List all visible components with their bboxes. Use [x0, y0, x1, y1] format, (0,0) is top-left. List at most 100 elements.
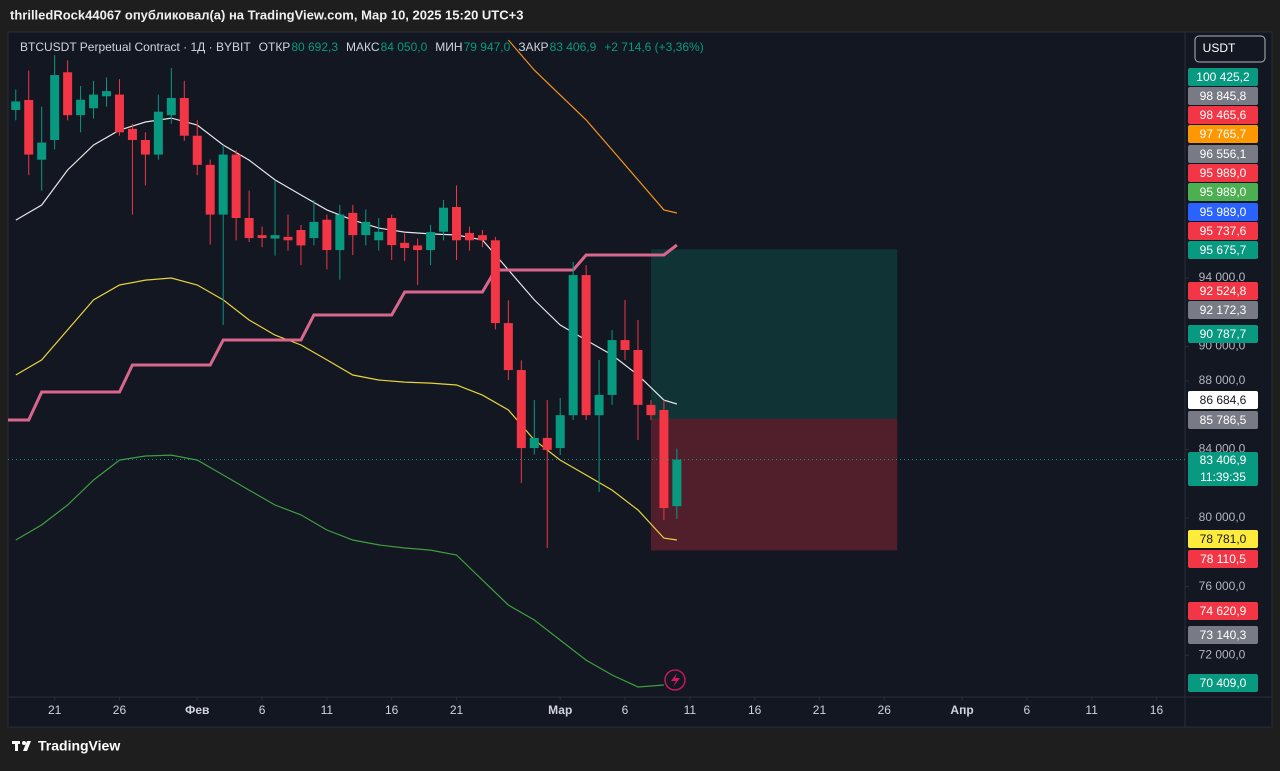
candle-body — [205, 164, 215, 215]
currency-button[interactable] — [1194, 35, 1266, 63]
candle-body — [620, 340, 630, 351]
price-badge — [1188, 222, 1258, 240]
candle-body — [659, 410, 669, 509]
price-badge — [1188, 301, 1258, 319]
candle-body — [477, 235, 487, 241]
price-badge — [1188, 125, 1258, 143]
price-badge — [1188, 411, 1258, 429]
x-tick-label: Фев — [185, 703, 209, 717]
candle-body — [568, 275, 578, 416]
candle-body — [529, 437, 539, 449]
candle-body — [452, 207, 462, 241]
candle-body — [542, 437, 552, 450]
candle-body — [127, 128, 137, 141]
price-badge-label: 92 524,8 — [1200, 284, 1247, 298]
price-badge-label: 73 140,3 — [1200, 628, 1247, 642]
y-tick-label: 76 000,0 — [1199, 579, 1246, 593]
legend-open: 80 692,3 — [291, 40, 338, 54]
candle-body — [63, 72, 73, 116]
price-badge — [1188, 674, 1258, 692]
candle-body — [348, 212, 358, 236]
x-tick-label: 11 — [1085, 703, 1098, 717]
price-badge-label: 78 781,0 — [1200, 532, 1247, 546]
x-tick-label: 21 — [450, 703, 464, 717]
price-badge — [1188, 164, 1258, 182]
price-badge — [1188, 241, 1258, 259]
legend-open-label: ОТКР — [259, 40, 291, 54]
price-badge-label: 78 110,5 — [1200, 552, 1246, 566]
price-badge — [1188, 550, 1258, 568]
countdown: 11:39:35 — [1200, 470, 1246, 484]
price-badge — [1188, 68, 1258, 86]
price-badge-label: 95 989,0 — [1200, 185, 1247, 199]
price-badge-label: 95 675,7 — [1200, 243, 1247, 257]
candle-body — [672, 459, 682, 507]
candle-body — [283, 236, 293, 241]
candle-body — [633, 350, 643, 405]
price-badge — [1188, 626, 1258, 644]
x-tick-label: 21 — [813, 703, 827, 717]
legend-symbol: BTCUSDT Perpetual Contract · 1Д · BYBIT — [20, 40, 251, 54]
legend-change: +2 714,6 (+3,36%) — [604, 40, 703, 54]
x-tick-label: Мар — [548, 703, 572, 717]
x-tick-label: 21 — [48, 703, 62, 717]
candle-body — [426, 232, 436, 251]
y-tick-label: 94 000,0 — [1199, 270, 1246, 284]
price-badge — [1188, 452, 1258, 486]
event-icon[interactable] — [664, 669, 686, 691]
indicator-line — [507, 39, 678, 214]
price-badge-label: 85 786,5 — [1200, 413, 1247, 427]
logo-mark — [23, 741, 31, 751]
candle-body — [400, 242, 410, 249]
y-tick-label: 72 000,0 — [1199, 647, 1246, 661]
candle-body — [89, 94, 99, 109]
price-badge-label: 97 765,7 — [1200, 127, 1247, 141]
candle-body — [114, 94, 124, 133]
y-tick-label: 80 000,0 — [1199, 510, 1246, 524]
price-badge-label: 74 620,9 — [1200, 604, 1247, 618]
price-badge — [1188, 282, 1258, 300]
candle-body — [179, 98, 189, 136]
candle-body — [244, 218, 254, 239]
x-tick-label: 16 — [1150, 703, 1164, 717]
x-tick-label: 11 — [321, 703, 334, 717]
indicator-line — [15, 277, 677, 541]
price-badge — [1188, 183, 1258, 201]
price-badge-label: 95 989,0 — [1200, 205, 1247, 219]
candle-body — [322, 219, 332, 251]
indicator-line — [8, 243, 678, 422]
candle-body — [166, 98, 176, 116]
event-icon-bolt — [671, 673, 680, 687]
logo-mark — [22, 741, 26, 745]
candle-body — [439, 207, 449, 232]
candle-body — [192, 135, 202, 165]
legend-high-label: МАКС — [346, 40, 380, 54]
price-badge-label: 95 737,6 — [1200, 224, 1247, 238]
price-badge-label: 98 465,6 — [1200, 108, 1247, 122]
price-badge — [1188, 602, 1258, 620]
x-tick-label: 11 — [684, 703, 697, 717]
candle-body — [309, 221, 319, 239]
currency[interactable]: USDT — [1203, 41, 1236, 55]
price-badge-label: 83 406,9 — [1200, 453, 1247, 467]
candle-body — [270, 235, 280, 239]
price-badge-label: 92 172,3 — [1200, 303, 1247, 317]
price-badge-label: 95 989,0 — [1200, 166, 1247, 180]
price-badge — [1188, 530, 1258, 548]
legend-low-label: МИН — [435, 40, 462, 54]
candle-body — [607, 340, 617, 395]
x-tick-label: 26 — [113, 703, 127, 717]
indicator-line — [15, 454, 664, 688]
price-badge-label: 90 787,7 — [1200, 327, 1247, 341]
candle-body — [361, 221, 371, 236]
legend-close: 83 406,9 — [550, 40, 597, 54]
legend-high: 84 050,0 — [381, 40, 428, 54]
x-tick-label: 26 — [878, 703, 892, 717]
plot-area — [8, 39, 1185, 688]
candle-body — [153, 111, 163, 155]
legend-low: 79 947,0 — [464, 40, 511, 54]
candle-body — [76, 99, 86, 116]
x-tick-label: 6 — [1024, 703, 1031, 717]
candle-body — [296, 230, 306, 246]
